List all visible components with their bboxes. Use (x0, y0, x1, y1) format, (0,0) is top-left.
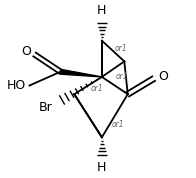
Text: HO: HO (7, 79, 26, 92)
Text: O: O (158, 70, 168, 83)
Text: H: H (97, 4, 107, 17)
Text: or1: or1 (116, 72, 128, 81)
Text: or1: or1 (115, 44, 127, 53)
Text: or1: or1 (91, 84, 103, 93)
Text: H: H (97, 161, 107, 174)
Polygon shape (60, 69, 102, 77)
Text: O: O (21, 45, 31, 58)
Text: or1: or1 (111, 120, 124, 129)
Text: Br: Br (39, 101, 53, 114)
